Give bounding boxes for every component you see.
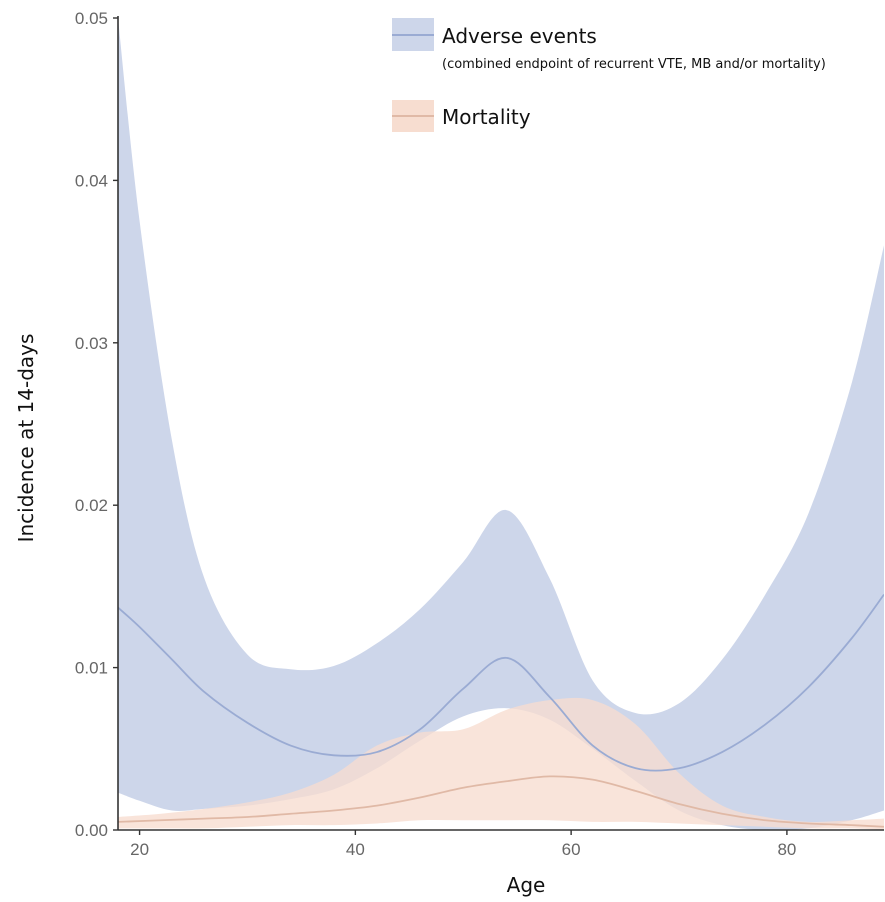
y-axis-ticks: 0.00 0.01 0.02 0.03 0.04 0.05 [75,9,118,840]
confidence-band-mortality [118,697,884,830]
axes: 20 40 60 80 0.00 0.01 0.02 0.03 0.04 0.05 Age In… [14,9,884,897]
legend-label-mortality: Mortality [442,105,531,129]
y-tick-label: 0.02 [75,496,108,515]
series-line-adverse-events [118,593,884,772]
y-tick-label: 0.01 [75,659,108,678]
confidence-band-adverse-events [118,18,884,830]
legend-item-mortality: Mortality [392,100,531,132]
x-axis-title: Age [507,873,546,897]
x-tick-label: 80 [777,840,796,859]
legend-label-adverse-events: Adverse events [442,24,597,48]
x-tick-label: 60 [562,840,581,859]
x-tick-label: 40 [346,840,365,859]
y-tick-label: 0.04 [75,171,108,190]
y-axis-title: Incidence at 14-days [14,334,38,543]
legend: Adverse events (combined endpoint of rec… [392,18,826,132]
series-line-mortality [118,775,884,828]
x-axis-ticks: 20 40 60 80 [130,830,796,859]
plot-area [118,18,884,830]
x-tick-label: 20 [130,840,149,859]
legend-item-adverse-events: Adverse events (combined endpoint of rec… [392,18,826,72]
y-tick-label: 0.00 [75,821,108,840]
y-tick-label: 0.03 [75,334,108,353]
legend-subtitle-adverse-events: (combined endpoint of recurrent VTE, MB … [442,57,826,72]
y-tick-label: 0.05 [75,9,108,28]
